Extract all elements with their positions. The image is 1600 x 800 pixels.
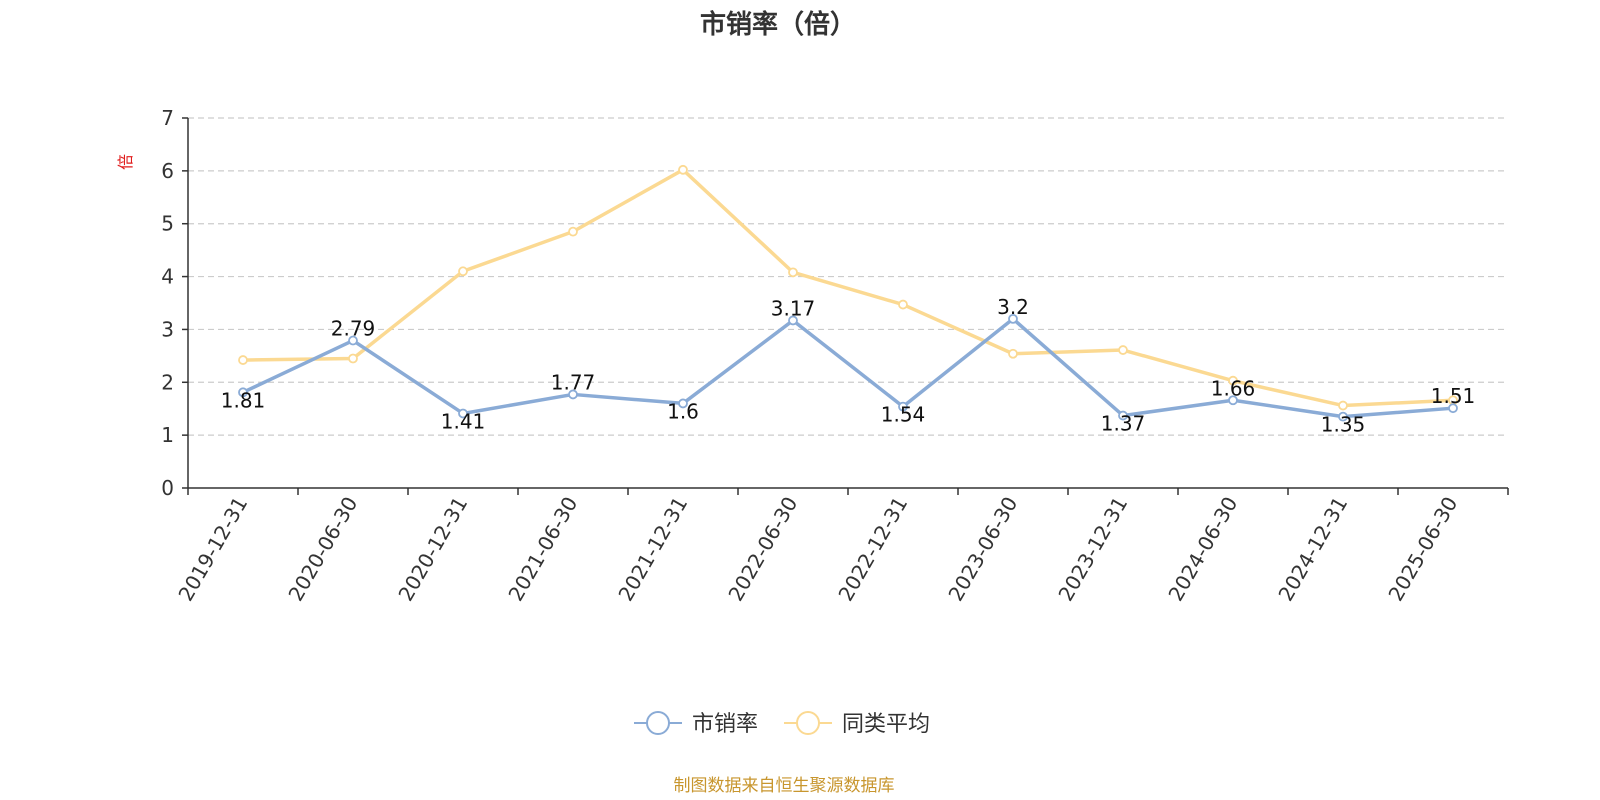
y-tick-label: 3 — [161, 317, 174, 341]
y-tick-label: 1 — [161, 423, 174, 447]
data-point — [348, 353, 358, 364]
x-tick-label: 2020-12-31 — [393, 493, 472, 606]
x-tick-label: 2024-06-30 — [1163, 493, 1242, 606]
x-tick-labels: 2019-12-31 2020-06-30 2020-12-31 2021-06-30… — [173, 493, 1462, 606]
gridlines — [188, 117, 1508, 436]
x-tick-label: 2022-12-31 — [833, 493, 912, 606]
data-point — [1228, 395, 1238, 406]
legend-item-2[interactable]: 同类平均 — [784, 711, 930, 737]
data-label: 1.77 — [551, 370, 596, 394]
x-tick-label: 2024-12-31 — [1273, 493, 1352, 606]
data-point — [898, 401, 908, 412]
series-line-2 — [241, 168, 1455, 408]
data-point — [678, 164, 688, 175]
data-point — [1338, 400, 1348, 411]
data-point — [238, 355, 248, 365]
y-axis-label: 倍 — [116, 154, 135, 170]
data-label: 1.37 — [1101, 412, 1146, 436]
data-point — [898, 299, 908, 310]
x-tick-label: 2022-06-30 — [723, 493, 802, 606]
data-point — [1118, 410, 1128, 421]
data-point — [678, 398, 688, 409]
data-label: 1.35 — [1321, 413, 1366, 437]
series-line-1 — [241, 317, 1455, 419]
legend-label: 市销率 — [692, 712, 758, 737]
data-label: 1.6 — [667, 399, 699, 423]
data-labels: 1.81 2.79 1.41 1.77 1.6 3.17 1.54 3.2 1.37 1.66 1.… — [221, 295, 1476, 437]
y-tick-label: 2 — [161, 370, 174, 394]
axes — [182, 117, 1509, 495]
chart-title: 市销率（倍） — [700, 9, 856, 40]
data-point — [568, 226, 578, 237]
x-tick-label: 2021-06-30 — [503, 493, 582, 606]
legend-label: 同类平均 — [842, 712, 930, 737]
data-point — [1118, 345, 1128, 355]
y-tick-label: 7 — [161, 106, 174, 130]
x-tick-label: 2023-12-31 — [1053, 493, 1132, 606]
source-footer: 制图数据来自恒生聚源数据库 — [674, 776, 895, 796]
y-tick-label: 0 — [161, 476, 174, 500]
data-point — [458, 408, 468, 419]
data-label: 1.81 — [221, 388, 266, 412]
data-label: 1.41 — [441, 409, 486, 433]
legend-marker — [796, 711, 820, 735]
legend-marker — [646, 711, 670, 735]
data-point — [1008, 313, 1018, 324]
x-tick-label: 2020-06-30 — [283, 493, 362, 606]
data-point — [458, 266, 468, 277]
data-point — [1228, 375, 1238, 386]
x-tick-label: 2021-12-31 — [613, 493, 692, 606]
series-layer — [238, 164, 1458, 422]
data-point — [1448, 403, 1458, 414]
y-tick-label: 6 — [161, 159, 174, 183]
data-label: 1.51 — [1431, 384, 1476, 408]
data-point — [348, 335, 358, 346]
data-point — [1008, 348, 1018, 359]
x-tick-label: 2025-06-30 — [1383, 493, 1462, 606]
data-point — [238, 387, 248, 398]
legend-item-1[interactable]: 市销率 — [634, 711, 758, 737]
data-label: 3.2 — [997, 295, 1029, 319]
data-label: 3.17 — [771, 296, 816, 320]
y-tick-label: 5 — [161, 212, 174, 236]
data-label: 1.54 — [881, 403, 926, 427]
data-point — [568, 389, 578, 400]
y-tick-labels: 0 1 2 3 4 5 6 7 — [161, 106, 174, 500]
x-tick-label: 2023-06-30 — [943, 493, 1022, 606]
data-label: 2.79 — [331, 317, 376, 341]
data-point — [788, 315, 798, 326]
x-tick-label: 2019-12-31 — [173, 493, 252, 606]
data-point — [1338, 411, 1348, 422]
y-tick-label: 4 — [161, 265, 174, 289]
data-point — [788, 267, 798, 278]
data-label: 1.66 — [1211, 376, 1256, 400]
legend[interactable]: 市销率 同类平均 — [634, 711, 930, 737]
